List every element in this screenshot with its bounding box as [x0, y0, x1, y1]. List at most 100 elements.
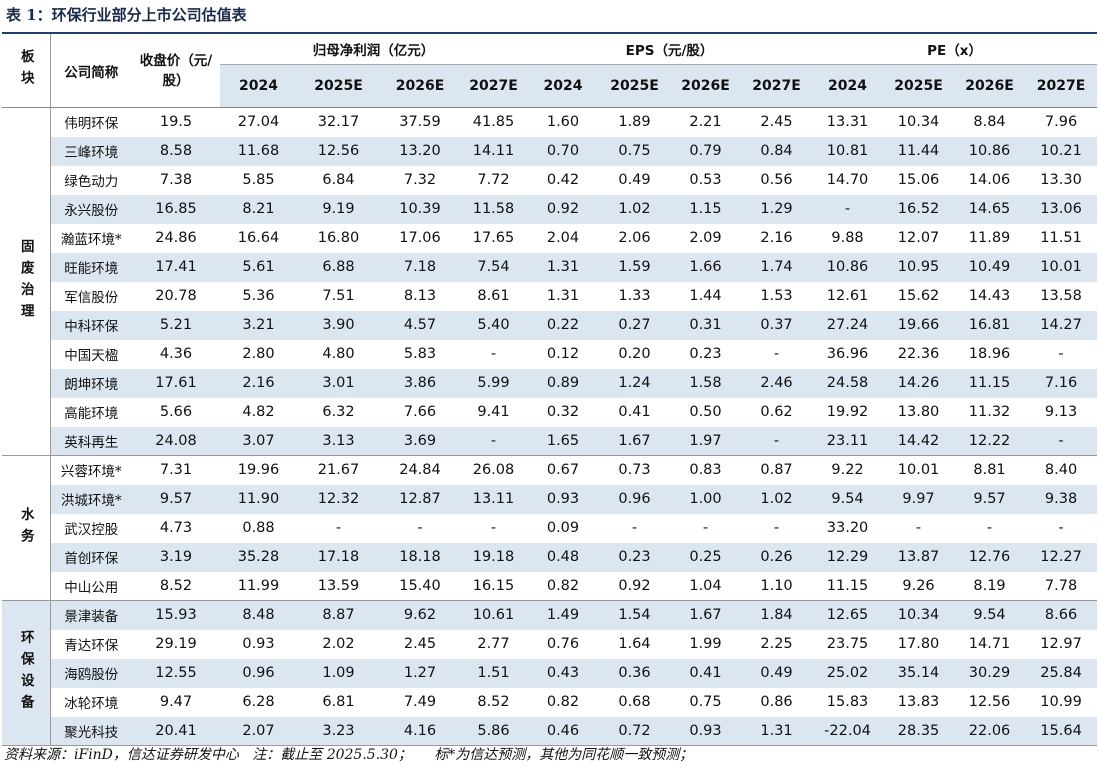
value-cell: 12.22 [954, 426, 1026, 456]
value-cell: 12.07 [897, 230, 940, 246]
value-cell: 16.52 [883, 194, 955, 224]
year-header: 2026E [380, 64, 460, 108]
value-cell: 0.76 [546, 636, 580, 652]
data-row: 中科环保 5.21 3.21 3.90 4.57 5.40 0.22 0.27 0.31 0.37… [2, 310, 1098, 340]
company-name: 瀚蓝环境* [60, 232, 122, 248]
year-header: 2026E [954, 64, 1026, 108]
value-cell: 0.48 [527, 542, 599, 572]
value-cell: 1.31 [546, 288, 580, 304]
value-cell: 0.36 [599, 658, 670, 688]
data-row: 瀚蓝环境* 24.86 16.64 16.80 17.06 17.65 2.04 2.06 2.… [2, 224, 1097, 253]
value-cell: 0.27 [599, 310, 670, 340]
value-cell: 13.30 [1040, 172, 1082, 188]
data-row: 永兴股份 16.85 8.21 9.19 10.39 11.58 0.92 1.02 1.15 1… [2, 194, 1098, 224]
value-cell: - [1025, 426, 1098, 456]
value-cell: 10.01 [897, 462, 940, 479]
value-cell: 10.49 [954, 252, 1026, 282]
value-cell: 1.02 [741, 484, 813, 514]
value-cell: 0.96 [220, 658, 297, 688]
value-cell: 0.41 [670, 658, 741, 688]
value-cell: 1.66 [670, 252, 741, 282]
value-cell: 16.64 [237, 230, 280, 246]
value-cell: 7.51 [322, 288, 355, 304]
value-cell: 12.56 [297, 136, 380, 166]
value-cell: 1.44 [689, 288, 722, 304]
value-cell: 1.27 [380, 658, 460, 688]
value-cell: 19.18 [460, 542, 527, 572]
value-cell: 10.21 [1025, 136, 1098, 166]
value-cell: 1.24 [599, 368, 670, 398]
value-cell: 1.74 [741, 252, 813, 282]
value-cell: 3.19 [132, 542, 220, 572]
value-cell: 11.15 [954, 368, 1026, 398]
value-cell: 13.58 [1040, 288, 1082, 304]
value-cell: 6.84 [322, 172, 355, 188]
value-cell: 4.80 [322, 346, 355, 362]
value-cell: 8.52 [159, 577, 193, 594]
value-cell: 3.07 [220, 426, 297, 456]
value-cell: 12.56 [968, 694, 1011, 710]
value-cell: 7.54 [460, 252, 527, 282]
value-cell: 16.81 [954, 310, 1026, 340]
value-cell: 21.67 [317, 462, 360, 479]
value-cell: 2.04 [546, 230, 580, 246]
value-cell: 0.49 [618, 172, 651, 188]
value-cell: - [915, 520, 922, 536]
year-header: 2027E [460, 64, 527, 108]
value-cell: 15.40 [399, 577, 441, 594]
value-cell: 0.53 [689, 172, 722, 188]
value-cell: 9.54 [954, 600, 1026, 630]
data-row: 聚光科技 20.41 2.07 3.23 4.16 5.86 0.46 0.72 0.93 1.3… [2, 716, 1098, 746]
value-cell: 8.66 [1025, 600, 1098, 630]
value-cell: 0.93 [670, 716, 741, 746]
price-header: 收盘价（元/股） [139, 52, 213, 89]
value-cell: 0.75 [599, 136, 670, 166]
value-cell: 0.92 [618, 577, 651, 594]
value-cell: 0.20 [618, 346, 651, 362]
table-title: 表 1：环保行业部分上市公司估值表 [6, 6, 247, 24]
data-row: 绿色动力 7.38 5.85 6.84 7.32 7.72 0.42 0.49 0.53 0.56… [2, 166, 1097, 195]
value-cell: 0.25 [670, 542, 741, 572]
value-cell: 10.01 [1025, 252, 1098, 282]
value-cell: - [631, 520, 638, 536]
value-cell: 2.16 [220, 368, 297, 398]
value-cell: 8.52 [477, 694, 510, 710]
value-cell: 2.16 [760, 230, 793, 246]
value-cell: 2.45 [760, 114, 793, 131]
value-cell: 15.62 [897, 288, 940, 304]
value-cell: 1.58 [670, 368, 741, 398]
company-name: 景津装备 [50, 600, 132, 630]
value-cell: 35.14 [883, 658, 955, 688]
value-cell: 8.21 [220, 194, 297, 224]
value-cell: 0.43 [527, 658, 599, 688]
value-cell: 13.31 [826, 114, 869, 131]
value-cell: 7.18 [380, 252, 460, 282]
value-cell: 3.23 [297, 716, 380, 746]
data-row: 三峰环境 8.58 11.68 12.56 13.20 14.11 0.70 0.75 0.79… [2, 136, 1098, 166]
value-cell: 17.18 [297, 542, 380, 572]
value-cell: 1.49 [527, 600, 599, 630]
company-name: 海鸥股份 [50, 658, 132, 688]
data-row: 青达环保 29.19 0.93 2.02 2.45 2.77 0.76 1.64 1.99 2.2… [2, 630, 1097, 659]
value-cell: 10.81 [812, 136, 884, 166]
value-cell: 3.69 [380, 426, 460, 456]
value-cell: 37.59 [399, 114, 441, 131]
value-cell: 5.61 [220, 252, 297, 282]
value-cell: 6.32 [322, 404, 355, 420]
value-cell: 9.47 [159, 694, 193, 710]
value-cell: 1.97 [670, 426, 741, 456]
value-cell: 7.49 [403, 694, 437, 710]
value-cell: 0.26 [741, 542, 813, 572]
value-cell: 17.61 [132, 368, 220, 398]
group-header: 归母净利润（亿元） [220, 33, 527, 65]
value-cell: 2.21 [689, 114, 722, 131]
value-cell: 1.10 [760, 577, 793, 594]
value-cell: 0.70 [527, 136, 599, 166]
value-cell: 27.24 [812, 310, 884, 340]
value-cell: 18.18 [380, 542, 460, 572]
company-name: 军信股份 [64, 290, 119, 306]
value-cell: 4.16 [380, 716, 460, 746]
value-cell: 14.11 [460, 136, 527, 166]
value-cell: 7.31 [159, 462, 193, 479]
value-cell: 11.15 [826, 577, 869, 594]
